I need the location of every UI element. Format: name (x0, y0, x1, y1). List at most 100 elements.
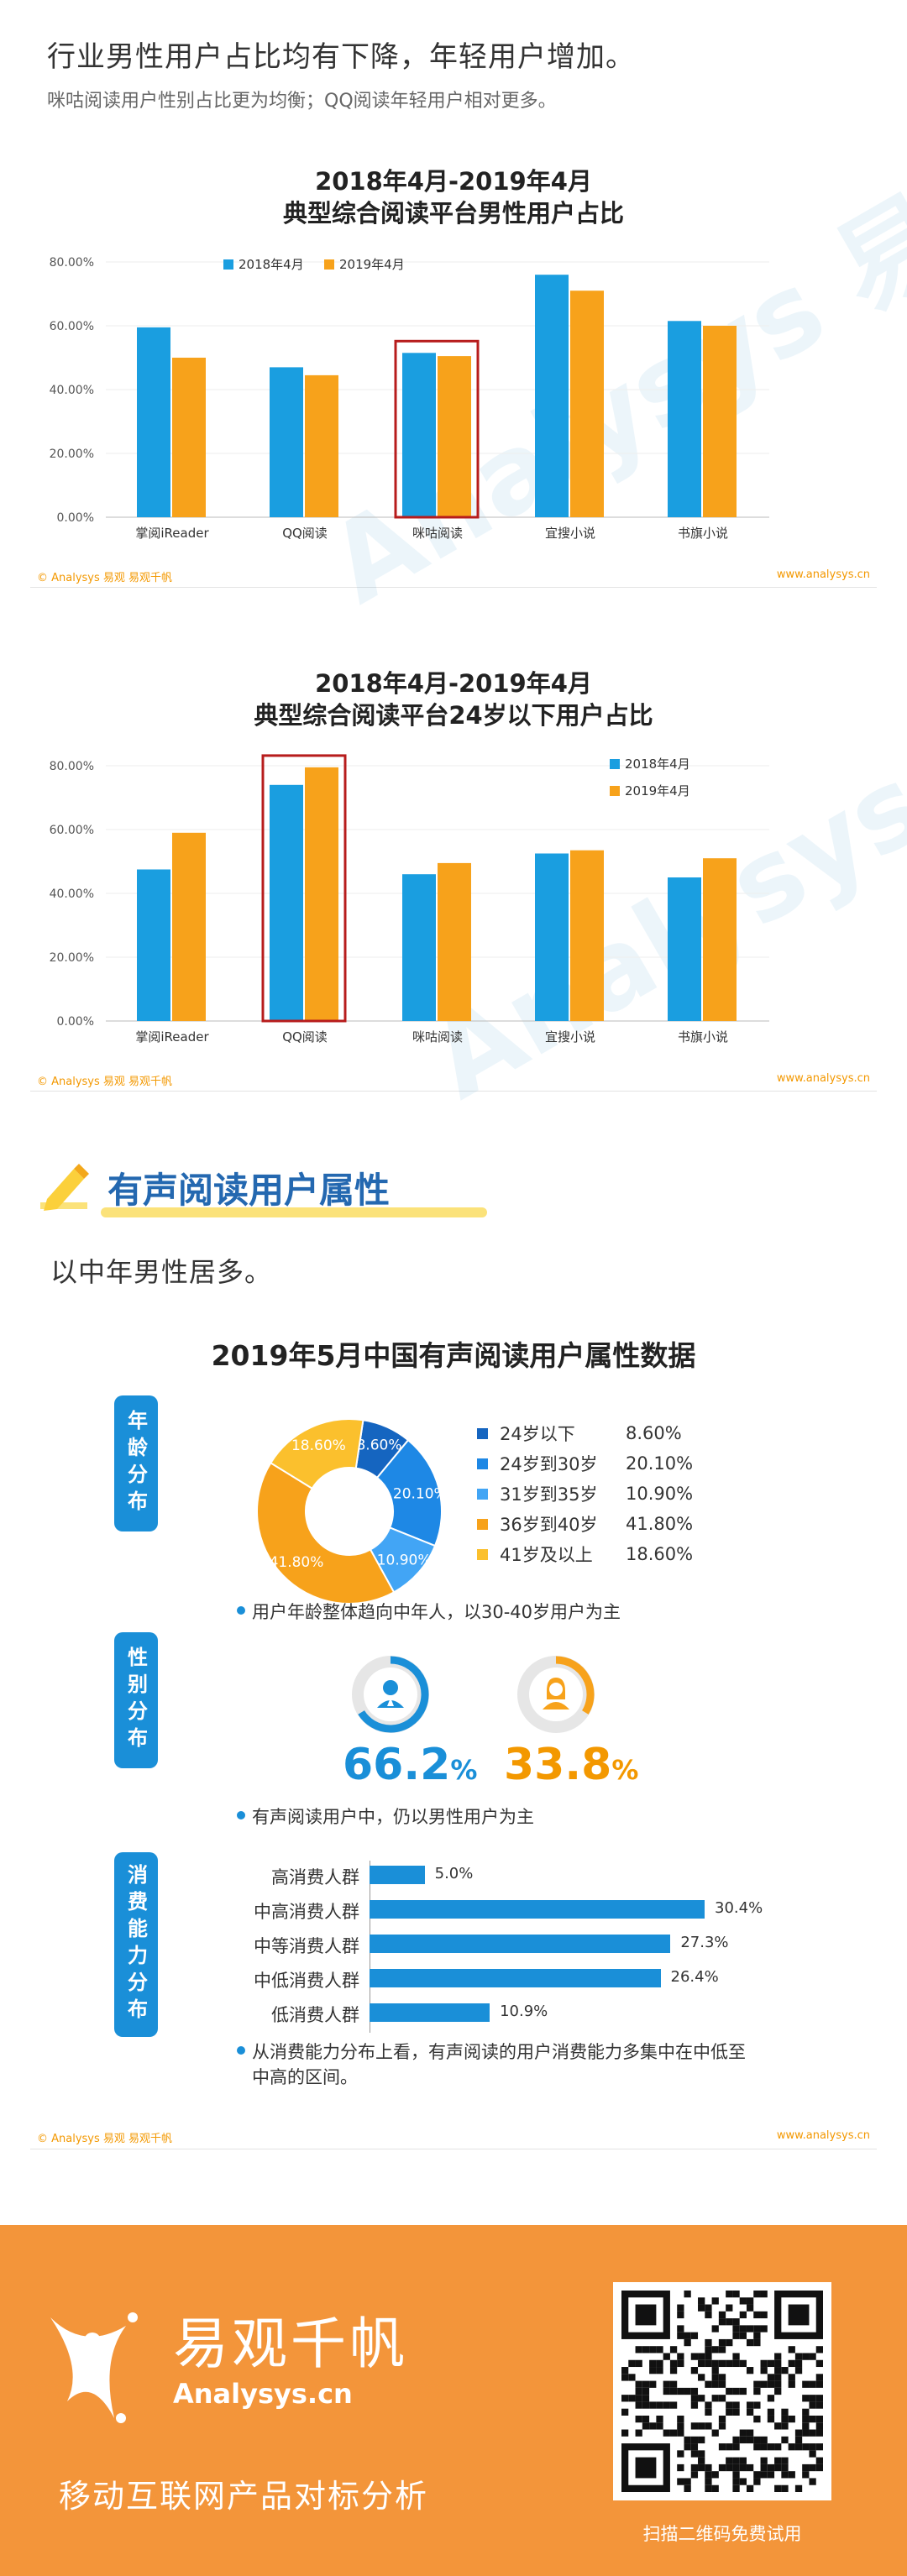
qr-module (732, 2471, 740, 2479)
qr-module (809, 2395, 816, 2402)
qr-module (788, 2415, 795, 2423)
qr-module (746, 2338, 754, 2347)
qr-module (705, 2401, 712, 2409)
qr-module (746, 2463, 754, 2472)
qr-module (732, 2291, 740, 2298)
qr-module (774, 2463, 782, 2472)
qr-module (635, 2380, 642, 2388)
qr-module (649, 2367, 657, 2374)
pencil-icon (40, 1164, 89, 1211)
qr-module (753, 2443, 761, 2451)
qr-module (767, 2374, 775, 2381)
qr-module (767, 2443, 775, 2451)
qr-module (726, 2291, 733, 2298)
qr-module (635, 2359, 642, 2368)
page-subline: 咪咕阅读用户性别占比更为均衡；QQ阅读年轻用户相对更多。 (47, 91, 557, 112)
qr-module (732, 2463, 740, 2472)
age-legend-item: 41岁及以上 18.60% (477, 1542, 693, 1567)
qr-module (677, 2450, 684, 2458)
qr-module (788, 2471, 795, 2479)
qr-module (815, 2415, 823, 2423)
qr-module (642, 2422, 650, 2430)
qr-module (753, 2291, 761, 2298)
qr-module (774, 2457, 782, 2464)
brand-logo-icon (50, 2312, 138, 2423)
qr-module (760, 2311, 768, 2319)
consumption-value-label: 10.9% (500, 2003, 548, 2020)
qr-module (767, 2463, 775, 2472)
bar-series1 (535, 275, 569, 517)
footer-url: www.analysys.cn (776, 1072, 870, 1085)
legend-swatch (477, 1548, 488, 1560)
qr-module (711, 2359, 719, 2368)
qr-module (711, 2374, 719, 2381)
consumption-value-label: 30.4% (715, 1899, 763, 1917)
qr-module (690, 2332, 699, 2339)
qr-module (705, 2380, 712, 2388)
qr-module (621, 2408, 629, 2416)
qr-module (788, 2443, 795, 2451)
qr-module (732, 2387, 740, 2395)
qr-module (684, 2387, 691, 2395)
x-tick-label: 咪咕阅读 (412, 526, 463, 541)
qr-module (815, 2401, 823, 2409)
qr-module (718, 2311, 726, 2319)
qr-module (718, 2422, 726, 2430)
qr-module (698, 2359, 705, 2368)
qr-module (663, 2429, 670, 2437)
bar-series2 (172, 358, 206, 517)
bar-series1 (137, 869, 170, 1021)
qr-module (746, 2408, 754, 2416)
male-percentage: 66.2% (343, 1740, 478, 1790)
qr-module (753, 2332, 761, 2339)
chart1-title-line2: 典型综合阅读平台男性用户占比 (282, 199, 624, 228)
bar-series1 (270, 367, 303, 517)
qr-module (753, 2387, 761, 2395)
qr-module (760, 2380, 768, 2388)
bar-series1 (668, 877, 701, 1021)
section-title: 有声阅读用户属性 (107, 1170, 391, 1211)
qr-module (663, 2353, 670, 2360)
qr-code[interactable] (613, 2282, 831, 2500)
qr-module (726, 2463, 733, 2472)
qr-module (802, 2380, 810, 2388)
qr-module (732, 2408, 740, 2416)
qr-module (802, 2422, 810, 2430)
consumption-category-label: 高消费人群 (271, 1867, 359, 1887)
qr-module (621, 2429, 629, 2437)
footer-copyright: © Analysys 易观 易观千帆 (37, 1076, 173, 1088)
consumption-bar (370, 2003, 490, 2022)
qr-module (815, 2457, 823, 2464)
legend-swatch (610, 759, 620, 769)
chart-panel-male-share: 2018年4月-2019年4月 典型综合阅读平台男性用户占比 Analysys … (30, 117, 907, 628)
qr-module (677, 2463, 684, 2472)
qr-module (788, 2346, 795, 2353)
chart2-title-line2: 典型综合阅读平台24岁以下用户占比 (254, 701, 653, 730)
qr-module (767, 2380, 775, 2388)
qr-module (621, 2395, 629, 2402)
page-headline: 行业男性用户占比均有下降，年轻用户增加。 (47, 40, 635, 74)
consumption-category-label: 中低消费人群 (254, 1971, 359, 1991)
consumption-bar (370, 1866, 425, 1884)
qr-module (684, 2338, 691, 2347)
qr-module (642, 2380, 650, 2388)
legend-value: 18.60% (626, 1544, 694, 1564)
qr-module (732, 2353, 740, 2360)
qr-module (642, 2401, 650, 2409)
qr-module (718, 2380, 726, 2388)
qr-module (739, 2478, 747, 2485)
age-legend-item: 31岁到35岁 10.90% (477, 1481, 693, 1506)
qr-module (726, 2457, 733, 2464)
qr-module (746, 2325, 754, 2333)
qr-module (726, 2318, 733, 2326)
qr-module (746, 2436, 754, 2444)
qr-module (753, 2471, 761, 2479)
y-tick-label: 20.00% (50, 448, 94, 461)
y-tick-label: 80.00% (50, 760, 94, 773)
donut-slice (375, 1438, 443, 1547)
qr-module (753, 2415, 761, 2423)
qr-module (767, 2415, 775, 2423)
qr-module (649, 2359, 657, 2368)
qr-module (698, 2304, 705, 2312)
footer-url: www.analysys.cn (776, 568, 870, 581)
